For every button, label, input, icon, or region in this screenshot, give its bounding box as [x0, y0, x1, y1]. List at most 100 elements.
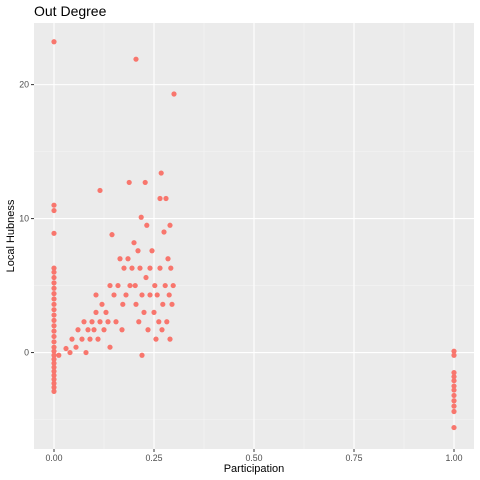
data-point: [111, 292, 117, 298]
data-point: [451, 374, 457, 380]
data-point: [51, 39, 57, 45]
x-tick-label: 0.75: [345, 453, 362, 463]
data-point: [87, 336, 93, 342]
data-point: [157, 195, 163, 202]
data-point: [85, 327, 91, 333]
data-point: [91, 327, 97, 333]
data-point: [120, 301, 126, 307]
data-point: [133, 301, 139, 307]
data-point: [143, 274, 149, 281]
data-point: [162, 282, 168, 289]
data-point: [51, 202, 57, 208]
data-point: [95, 336, 101, 342]
data-point: [51, 265, 57, 271]
data-point: [51, 269, 57, 275]
data-point: [138, 214, 144, 220]
x-tick-label: 1.00: [445, 453, 462, 463]
data-point: [167, 222, 173, 228]
data-point: [157, 265, 163, 271]
data-point: [164, 319, 170, 325]
data-point: [51, 328, 57, 334]
data-point: [97, 187, 103, 194]
data-point: [75, 327, 81, 333]
data-point: [451, 378, 457, 384]
data-point: [160, 301, 166, 307]
data-point: [149, 248, 155, 254]
data-point: [142, 179, 148, 186]
data-point: [51, 344, 57, 350]
data-point: [163, 195, 169, 202]
data-point: [51, 285, 57, 291]
data-point: [165, 256, 171, 262]
x-tick-label: 0.25: [145, 453, 162, 463]
data-point: [51, 380, 57, 386]
data-point: [51, 230, 57, 236]
data-point: [451, 370, 457, 376]
data-point: [51, 352, 57, 358]
data-point: [51, 317, 57, 323]
data-point: [451, 424, 457, 431]
data-point: [139, 352, 145, 358]
data-point: [167, 336, 173, 342]
data-point: [93, 309, 99, 315]
data-point: [147, 265, 153, 271]
data-point: [51, 376, 57, 382]
data-point: [83, 349, 89, 356]
data-point: [171, 91, 177, 97]
data-point: [451, 398, 457, 404]
y-tick-label: 0: [24, 348, 29, 358]
data-point: [51, 307, 57, 313]
data-point: [109, 232, 115, 238]
data-point: [51, 364, 57, 370]
data-point: [79, 336, 85, 342]
data-point: [129, 265, 135, 271]
data-point: [51, 274, 57, 281]
data-point: [119, 327, 125, 333]
data-point: [123, 292, 129, 298]
data-point: [166, 292, 172, 298]
data-point: [51, 384, 57, 390]
data-point: [131, 240, 137, 246]
data-point: [107, 282, 113, 289]
x-tick-label: 0.50: [245, 453, 262, 463]
data-point: [144, 222, 150, 228]
data-point: [51, 372, 57, 378]
data-point: [127, 282, 133, 289]
data-point: [51, 291, 57, 297]
data-point: [63, 345, 69, 352]
data-point: [93, 292, 99, 298]
data-point: [137, 265, 143, 271]
data-point: [151, 309, 157, 315]
data-point: [133, 56, 139, 62]
data-point: [126, 179, 132, 186]
data-point: [99, 301, 105, 307]
data-point: [81, 319, 87, 325]
data-point: [89, 319, 95, 325]
data-point: [153, 336, 159, 342]
data-point: [113, 319, 119, 325]
data-point: [141, 309, 147, 315]
data-point: [67, 349, 73, 356]
data-point: [159, 327, 165, 333]
data-point: [105, 319, 111, 325]
x-axis-title: Participation: [224, 463, 285, 475]
data-point: [97, 319, 103, 325]
data-point: [73, 344, 79, 350]
data-point: [51, 360, 57, 366]
data-point: [139, 292, 145, 298]
data-point: [51, 348, 57, 354]
data-point: [51, 312, 57, 318]
data-point: [51, 356, 57, 362]
data-point: [51, 339, 57, 345]
data-point: [451, 408, 457, 415]
data-point: [135, 248, 141, 254]
data-point: [51, 280, 57, 286]
data-point: [115, 282, 121, 289]
x-tick-label: 0.00: [45, 453, 62, 463]
y-axis-title: Local Hubness: [5, 199, 17, 272]
y-tick-label: 20: [19, 80, 29, 90]
data-point: [451, 392, 457, 399]
data-point: [451, 348, 457, 354]
data-point: [69, 336, 75, 342]
